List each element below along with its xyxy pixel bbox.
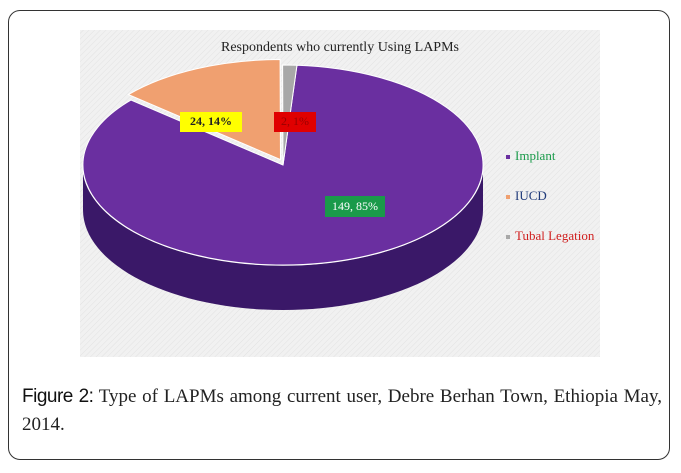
chart: Respondents who currently Using LAPMs 14… bbox=[80, 30, 600, 357]
caption-label: Figure 2: bbox=[22, 386, 94, 407]
pie bbox=[82, 59, 484, 310]
pie-slice bbox=[127, 59, 281, 161]
chart-title: Respondents who currently Using LAPMs bbox=[221, 40, 459, 55]
label-box bbox=[325, 196, 385, 217]
data-label: 2, 1% bbox=[281, 114, 309, 128]
caption: Figure 2: Type of LAPMs among current us… bbox=[22, 383, 662, 439]
legend-label: IUCD bbox=[515, 188, 547, 203]
figure-frame bbox=[8, 10, 670, 460]
caption-text: Type of LAPMs among current user, Debre … bbox=[22, 386, 662, 435]
legend-swatch bbox=[506, 235, 510, 239]
legend-label: Implant bbox=[515, 148, 556, 163]
data-labels: 149, 85% 24, 14% 2, 1% bbox=[180, 112, 385, 217]
label-box bbox=[180, 112, 242, 132]
data-label: 149, 85% bbox=[332, 199, 378, 213]
label-box bbox=[274, 112, 316, 132]
legend-swatch bbox=[506, 155, 510, 159]
data-label: 24, 14% bbox=[190, 114, 232, 128]
pie-side bbox=[83, 165, 483, 310]
legend-label: Tubal Legation bbox=[515, 228, 595, 243]
legend: Implant IUCD Tubal Legation bbox=[506, 148, 595, 243]
legend-swatch bbox=[506, 195, 510, 199]
